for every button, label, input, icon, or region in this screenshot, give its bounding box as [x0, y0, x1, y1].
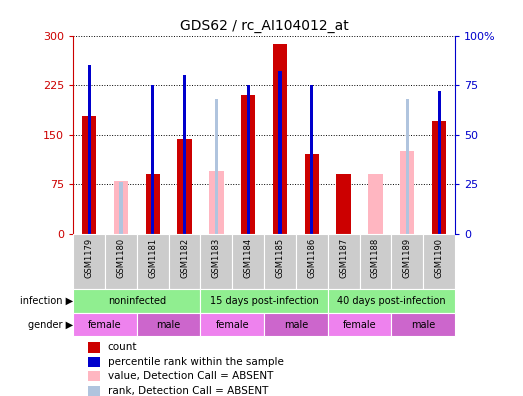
Text: GSM1186: GSM1186 [308, 238, 316, 278]
Text: male: male [411, 320, 435, 329]
Bar [73, 313, 137, 336]
Bar [168, 234, 200, 289]
Text: GSM1182: GSM1182 [180, 238, 189, 278]
Bar [336, 174, 351, 234]
Bar [264, 234, 296, 289]
Bar [360, 234, 391, 289]
Bar [73, 234, 105, 289]
Text: rank, Detection Call = ABSENT: rank, Detection Call = ABSENT [108, 386, 268, 396]
Bar [438, 91, 441, 234]
Bar [200, 234, 232, 289]
Bar [183, 75, 186, 234]
Bar [114, 181, 128, 234]
Text: GSM1190: GSM1190 [435, 238, 444, 278]
Text: female: female [88, 320, 122, 329]
Text: male: male [156, 320, 181, 329]
Bar [305, 154, 319, 234]
Bar [151, 85, 154, 234]
Bar [137, 313, 200, 336]
Text: GSM1184: GSM1184 [244, 238, 253, 278]
Bar [328, 234, 360, 289]
Bar [310, 85, 313, 234]
Text: count: count [108, 343, 137, 352]
Bar [200, 289, 328, 313]
Text: female: female [343, 320, 377, 329]
Bar [232, 234, 264, 289]
Bar [119, 182, 122, 234]
Bar [328, 313, 391, 336]
Text: GSM1187: GSM1187 [339, 238, 348, 278]
Bar [406, 99, 409, 234]
Bar [88, 371, 100, 381]
Text: GSM1188: GSM1188 [371, 238, 380, 278]
Bar [88, 386, 100, 396]
Text: GSM1189: GSM1189 [403, 238, 412, 278]
Bar [391, 313, 455, 336]
Bar [328, 289, 455, 313]
Bar [273, 44, 287, 234]
Bar [296, 234, 328, 289]
Text: GSM1181: GSM1181 [148, 238, 157, 278]
Text: percentile rank within the sample: percentile rank within the sample [108, 357, 283, 367]
Text: GSM1183: GSM1183 [212, 238, 221, 278]
Bar [200, 313, 264, 336]
Text: GSM1179: GSM1179 [85, 238, 94, 278]
Text: GSM1180: GSM1180 [117, 238, 126, 278]
Bar [432, 122, 446, 234]
Bar [88, 357, 100, 367]
Bar [87, 65, 90, 234]
Bar [105, 234, 137, 289]
Text: infection ▶: infection ▶ [20, 296, 73, 306]
Bar [137, 234, 168, 289]
Bar [215, 99, 218, 234]
Text: value, Detection Call = ABSENT: value, Detection Call = ABSENT [108, 371, 273, 381]
Text: male: male [284, 320, 308, 329]
Bar [177, 139, 192, 234]
Bar [368, 174, 383, 234]
Bar [278, 71, 281, 234]
Bar [145, 174, 160, 234]
Text: female: female [215, 320, 249, 329]
Text: 40 days post-infection: 40 days post-infection [337, 296, 446, 306]
Bar [264, 313, 328, 336]
Bar [241, 95, 255, 234]
Bar [400, 151, 414, 234]
Text: GSM1185: GSM1185 [276, 238, 285, 278]
Text: 15 days post-infection: 15 days post-infection [210, 296, 319, 306]
Bar [82, 116, 96, 234]
Bar [391, 234, 423, 289]
Bar [247, 85, 250, 234]
Text: gender ▶: gender ▶ [28, 320, 73, 329]
Bar [88, 343, 100, 352]
Bar [209, 171, 223, 234]
Title: GDS62 / rc_AI104012_at: GDS62 / rc_AI104012_at [180, 19, 348, 33]
Text: noninfected: noninfected [108, 296, 166, 306]
Bar [73, 289, 200, 313]
Bar [423, 234, 455, 289]
